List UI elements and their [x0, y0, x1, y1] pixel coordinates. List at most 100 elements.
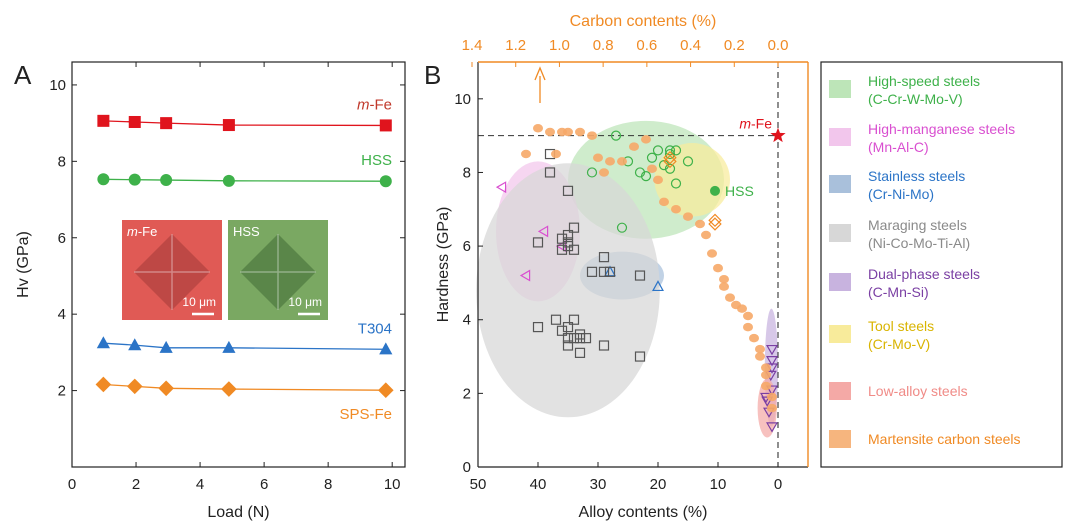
y-tick-label: 4 — [463, 312, 471, 329]
data-point — [701, 230, 711, 240]
data-point — [761, 381, 771, 391]
x-tick-label: 10 — [384, 476, 401, 493]
data-point — [640, 171, 652, 182]
data-point — [616, 222, 628, 233]
data-point — [646, 152, 658, 163]
y-tick-label: 6 — [58, 230, 66, 247]
data-point — [725, 293, 735, 302]
series-label: SPS-Fe — [339, 406, 392, 423]
micrograph-inset: m-Fe 10 μm — [122, 220, 222, 320]
data-point — [562, 333, 574, 344]
data-point — [562, 240, 574, 252]
data-point — [222, 340, 236, 353]
x-tick-label: 30 — [590, 476, 607, 493]
series-label: m-Fe — [357, 96, 392, 113]
y-tick-label: 10 — [49, 77, 66, 94]
panel-a: A 0 2 4 6 8 10 2 4 6 8 10 Load (N) Hv (GPa) m-Fe HSS T30… — [14, 60, 406, 521]
data-point — [550, 314, 562, 325]
legend-sublabel: (C-Mn-Si) — [868, 284, 929, 300]
data-point — [556, 325, 568, 336]
x-tick-label: 0 — [68, 476, 76, 493]
legend-label: Maraging steels — [868, 217, 967, 233]
data-point — [128, 338, 142, 351]
data-point — [659, 197, 669, 207]
data-point — [737, 304, 747, 313]
x2-tick-label: 0.2 — [724, 37, 745, 54]
legend-label: Martensite carbon steels — [868, 431, 1021, 447]
data-point — [593, 153, 603, 162]
x-tick-label: 10 — [710, 476, 727, 493]
data-point — [713, 263, 723, 273]
data-point — [652, 280, 664, 292]
y-tick-label: 4 — [58, 306, 66, 323]
data-point — [766, 356, 778, 367]
legend-sublabel: (Mn-Al-C) — [868, 139, 929, 155]
data-point — [663, 154, 677, 169]
data-point — [641, 135, 651, 144]
indent-mark — [134, 234, 210, 310]
x-axis-label: Load (N) — [207, 504, 269, 521]
highlight-label: m-Fe — [739, 116, 772, 132]
x-axis-label: Alloy contents (%) — [579, 504, 708, 521]
data-point — [377, 382, 394, 399]
legend-swatch — [829, 128, 851, 146]
x2-tick-label: 1.0 — [549, 37, 570, 54]
x-tick-label: 2 — [132, 476, 140, 493]
data-point — [521, 149, 531, 159]
scale-bar-label: 10 μm — [182, 295, 216, 309]
data-point — [580, 333, 592, 344]
indent-mark — [240, 234, 316, 310]
indent-diagonals — [134, 234, 210, 310]
legend-sublabel: (Cr-Mo-V) — [868, 336, 930, 352]
data-point — [767, 403, 777, 413]
data-point — [568, 333, 580, 344]
data-point — [604, 266, 616, 277]
data-point — [537, 225, 549, 238]
y-tick-label: 8 — [463, 164, 471, 181]
data-point — [695, 219, 705, 229]
legend-label: Dual-phase steels — [868, 266, 980, 282]
data-point — [562, 185, 574, 196]
x-tick-label: 20 — [650, 476, 667, 493]
legend-label: High-speed steels — [868, 73, 980, 89]
data-point — [761, 363, 771, 372]
data-point — [519, 269, 531, 282]
data-point — [605, 157, 615, 166]
data-point — [96, 336, 110, 349]
data-point — [599, 168, 609, 177]
data-point — [617, 157, 627, 166]
x2-tick-label: 0.4 — [680, 37, 701, 54]
data-point — [743, 311, 753, 321]
y-tick-label: 0 — [463, 459, 471, 476]
data-point — [629, 142, 639, 151]
plot-frame-a — [71, 61, 406, 468]
data-point — [551, 149, 561, 159]
data-point — [598, 340, 610, 351]
data-point — [671, 205, 681, 214]
y-axis-label: Hv (GPa) — [15, 231, 32, 298]
y-tick-label: 8 — [58, 153, 66, 170]
legend-sublabel: (Cr-Ni-Mo) — [868, 186, 934, 202]
legend-sublabel: (C-Cr-W-Mo-V) — [868, 91, 963, 107]
data-point — [647, 164, 657, 174]
data-point — [653, 175, 663, 185]
panel-b: Bm-Fe HSS 50 40 30 20 10 0 0 2 4 6 8 10 1.4 1.2 1.0 0.8 0.… — [424, 13, 1063, 521]
data-point — [128, 173, 141, 186]
data-point — [379, 119, 392, 132]
legend-swatch — [829, 80, 851, 98]
legend-swatch — [829, 224, 851, 242]
data-point — [766, 344, 778, 356]
data-point — [160, 117, 173, 130]
data-point — [749, 333, 759, 343]
data-point — [562, 321, 574, 333]
series-line — [103, 178, 386, 182]
x-tick-label: 50 — [470, 476, 487, 493]
data-point — [634, 270, 646, 281]
region-ellipse — [654, 143, 730, 217]
x-tick-label: 4 — [196, 476, 204, 493]
data-point — [682, 156, 694, 167]
data-point — [766, 385, 778, 396]
data-point — [708, 217, 722, 231]
legend: High-speed steels (C-Cr-W-Mo-V) High-manga… — [820, 61, 1063, 468]
